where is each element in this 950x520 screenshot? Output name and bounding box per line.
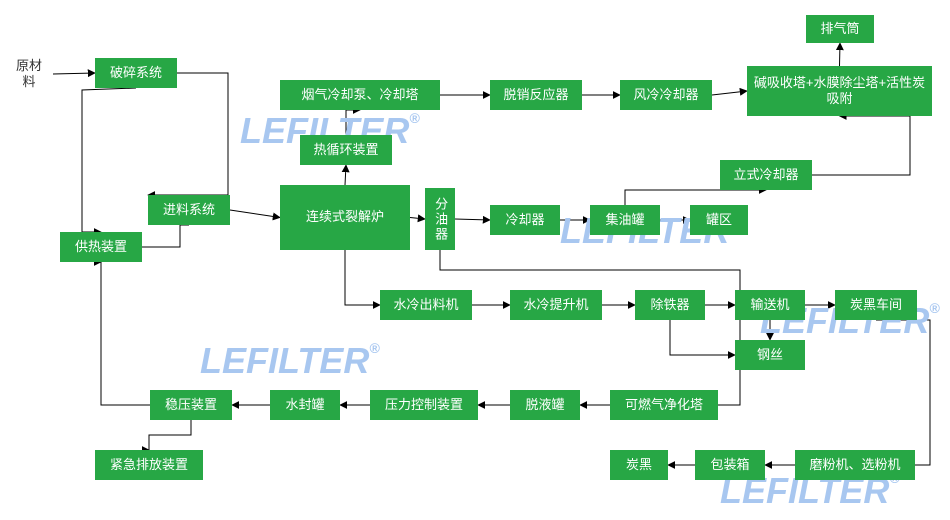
edge-preg-emerg [149,420,191,450]
node-pyro: 连续式裂解炉 [280,185,410,250]
node-conveyor: 输送机 [735,290,805,320]
node-crush: 破碎系统 [95,58,177,88]
edge-cbroom-mill [876,320,930,465]
edge-sep-gasclean [440,250,740,405]
node-flue: 烟气冷却泵、冷却塔 [280,80,440,110]
edge-vcool-absorb [812,116,910,175]
node-pack: 包装箱 [695,450,765,480]
edge-pyro-recycle [345,165,346,185]
node-absorb: 碱吸收塔+水膜除尘塔+活性炭吸附 [747,66,932,116]
node-mill: 磨粉机、选粉机 [795,450,915,480]
node-wcdis: 水冷出料机 [380,290,472,320]
node-exhaust: 排气筒 [806,15,874,43]
edge-crush-heater [82,88,136,232]
edge-feed-pyro [230,210,280,218]
watermark: LEFILTER® [200,340,380,382]
node-steel: 钢丝 [735,340,805,370]
node-aircool: 风冷冷却器 [620,80,712,110]
edge-aircool-absorb [712,91,747,95]
edge-feed-heater [142,225,189,247]
node-cooler: 冷却器 [490,205,560,235]
node-pctrl: 压力控制装置 [370,390,478,420]
edge-oiltank-vcool [625,190,766,205]
edge-deiron-steel [670,320,735,355]
node-deliquid: 脱液罐 [510,390,580,420]
node-deiron: 除铁器 [635,290,705,320]
node-tankfarm: 罐区 [690,205,748,235]
node-preg: 稳压装置 [150,390,232,420]
node-wseal: 水封罐 [270,390,340,420]
node-cbroom: 炭黑车间 [835,290,917,320]
edge-pyro-sep [410,218,425,220]
node-sep: 分油器 [425,188,455,250]
node-heater: 供热装置 [60,232,142,262]
diagram-stage: LEFILTER®LEFILTER®LEFILTER®LEFILTER®LEFI… [0,0,950,520]
edge-preg-heater [101,262,150,405]
node-cb: 炭黑 [610,450,668,480]
node-gasclean: 可燃气净化塔 [610,390,718,420]
node-recycle: 热循环装置 [300,135,392,165]
node-emerg: 紧急排放装置 [95,450,203,480]
node-vcool: 立式冷却器 [720,160,812,190]
edge-raw-crush [53,73,95,74]
node-desox: 脱销反应器 [490,80,582,110]
edge-recycle-flue [346,110,360,135]
node-raw: 原材料 [5,62,53,86]
node-oiltank: 集油罐 [590,205,660,235]
edge-pyro-wcdis [345,250,380,305]
edge-crush-feed [148,73,228,195]
edge-absorb-exhaust [840,43,841,66]
edge-sep-cooler [455,219,490,220]
node-wclift: 水冷提升机 [510,290,602,320]
node-feed: 进料系统 [148,195,230,225]
